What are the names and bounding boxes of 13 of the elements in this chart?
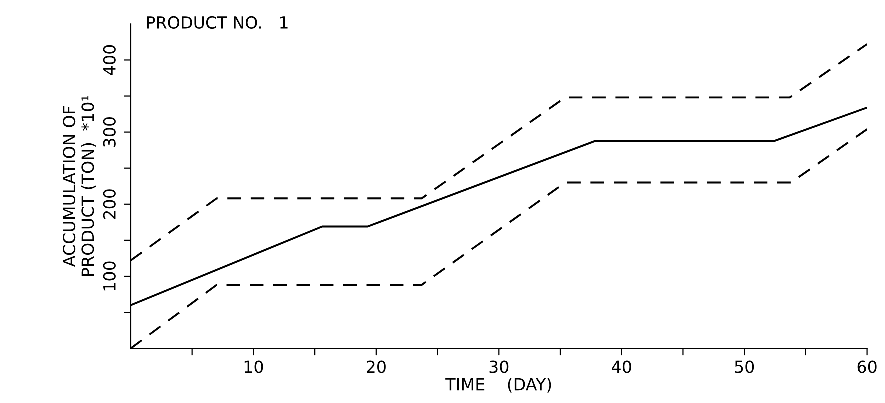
x-tick-label: 30 — [490, 360, 509, 374]
x-axis-title: TIME (DAY) — [446, 378, 552, 393]
x-tick-label: 10 — [244, 360, 264, 374]
x-tick-label: 50 — [735, 360, 754, 374]
y-axis-title: ACCUMULATION OF PRODUCT (TON) *10¹ — [62, 96, 96, 276]
chart-title: PRODUCT NO. 1 — [147, 16, 288, 30]
y-tick-label: 100 — [103, 262, 116, 291]
y-tick-label: 400 — [103, 45, 116, 76]
x-tick-label: 40 — [612, 360, 632, 374]
y-tick-label: 300 — [103, 118, 116, 147]
x-tick-label: 60 — [858, 360, 877, 374]
y-tick-label: 200 — [103, 190, 116, 220]
x-tick-label: 20 — [367, 360, 386, 374]
